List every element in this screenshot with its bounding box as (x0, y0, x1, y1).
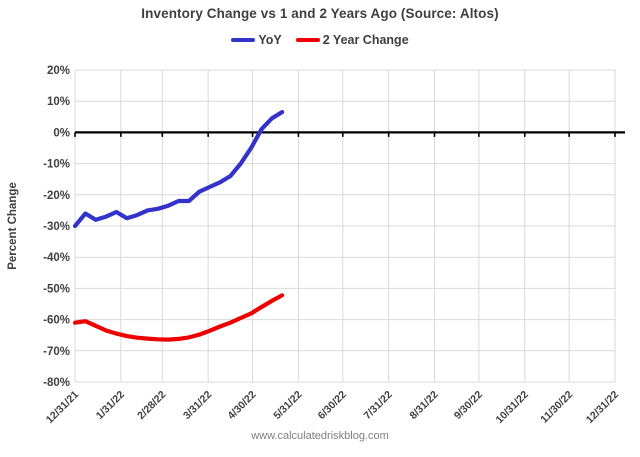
x-tick-label: 10/31/22 (493, 389, 530, 426)
legend-label-2yr: 2 Year Change (322, 33, 409, 47)
y-tick-label: -40% (43, 252, 70, 264)
y-tick-label: 20% (47, 65, 70, 77)
x-tick-label: 11/30/22 (538, 389, 575, 426)
legend-item-yoy: YoY (231, 33, 282, 47)
series-line-2-year-change (72, 293, 285, 342)
x-tick-label: 12/31/21 (44, 389, 81, 426)
y-tick-label: -20% (43, 190, 70, 202)
x-tick-label: 1/31/22 (94, 389, 127, 422)
x-tick-label: 2/28/22 (135, 389, 168, 422)
x-tick-label: 6/30/22 (316, 389, 349, 422)
two-year-line-swatch (295, 38, 320, 42)
x-tick-label: 3/31/22 (181, 389, 214, 422)
x-tick-label: 8/31/22 (407, 389, 440, 422)
x-tick-label: 5/31/22 (271, 389, 304, 422)
x-tick-label: 4/30/22 (225, 389, 258, 422)
y-tick-label: -80% (43, 377, 70, 389)
y-tick-label: -50% (43, 283, 70, 295)
y-tick-label: -70% (43, 346, 70, 358)
x-tick-label: 7/31/22 (361, 389, 394, 422)
y-tick-label: -30% (43, 221, 70, 233)
series-line-yoy (72, 109, 285, 229)
y-tick-label: 10% (47, 96, 70, 108)
legend: YoY 2 Year Change (0, 33, 640, 47)
x-tick-label: 12/31/22 (584, 389, 621, 426)
y-axis-title: Percent Change (7, 182, 19, 270)
y-tick-label: -60% (43, 315, 70, 327)
y-tick-label: -10% (43, 159, 70, 171)
chart-title: Inventory Change vs 1 and 2 Years Ago (S… (141, 6, 499, 21)
legend-item-2yr: 2 Year Change (295, 33, 409, 47)
y-tick-label: 0% (53, 127, 70, 139)
yoy-line-swatch (231, 38, 256, 42)
x-tick-label: 9/30/22 (452, 389, 485, 422)
legend-label-yoy: YoY (258, 33, 282, 47)
source-url: www.calculatedriskblog.com (251, 430, 389, 442)
